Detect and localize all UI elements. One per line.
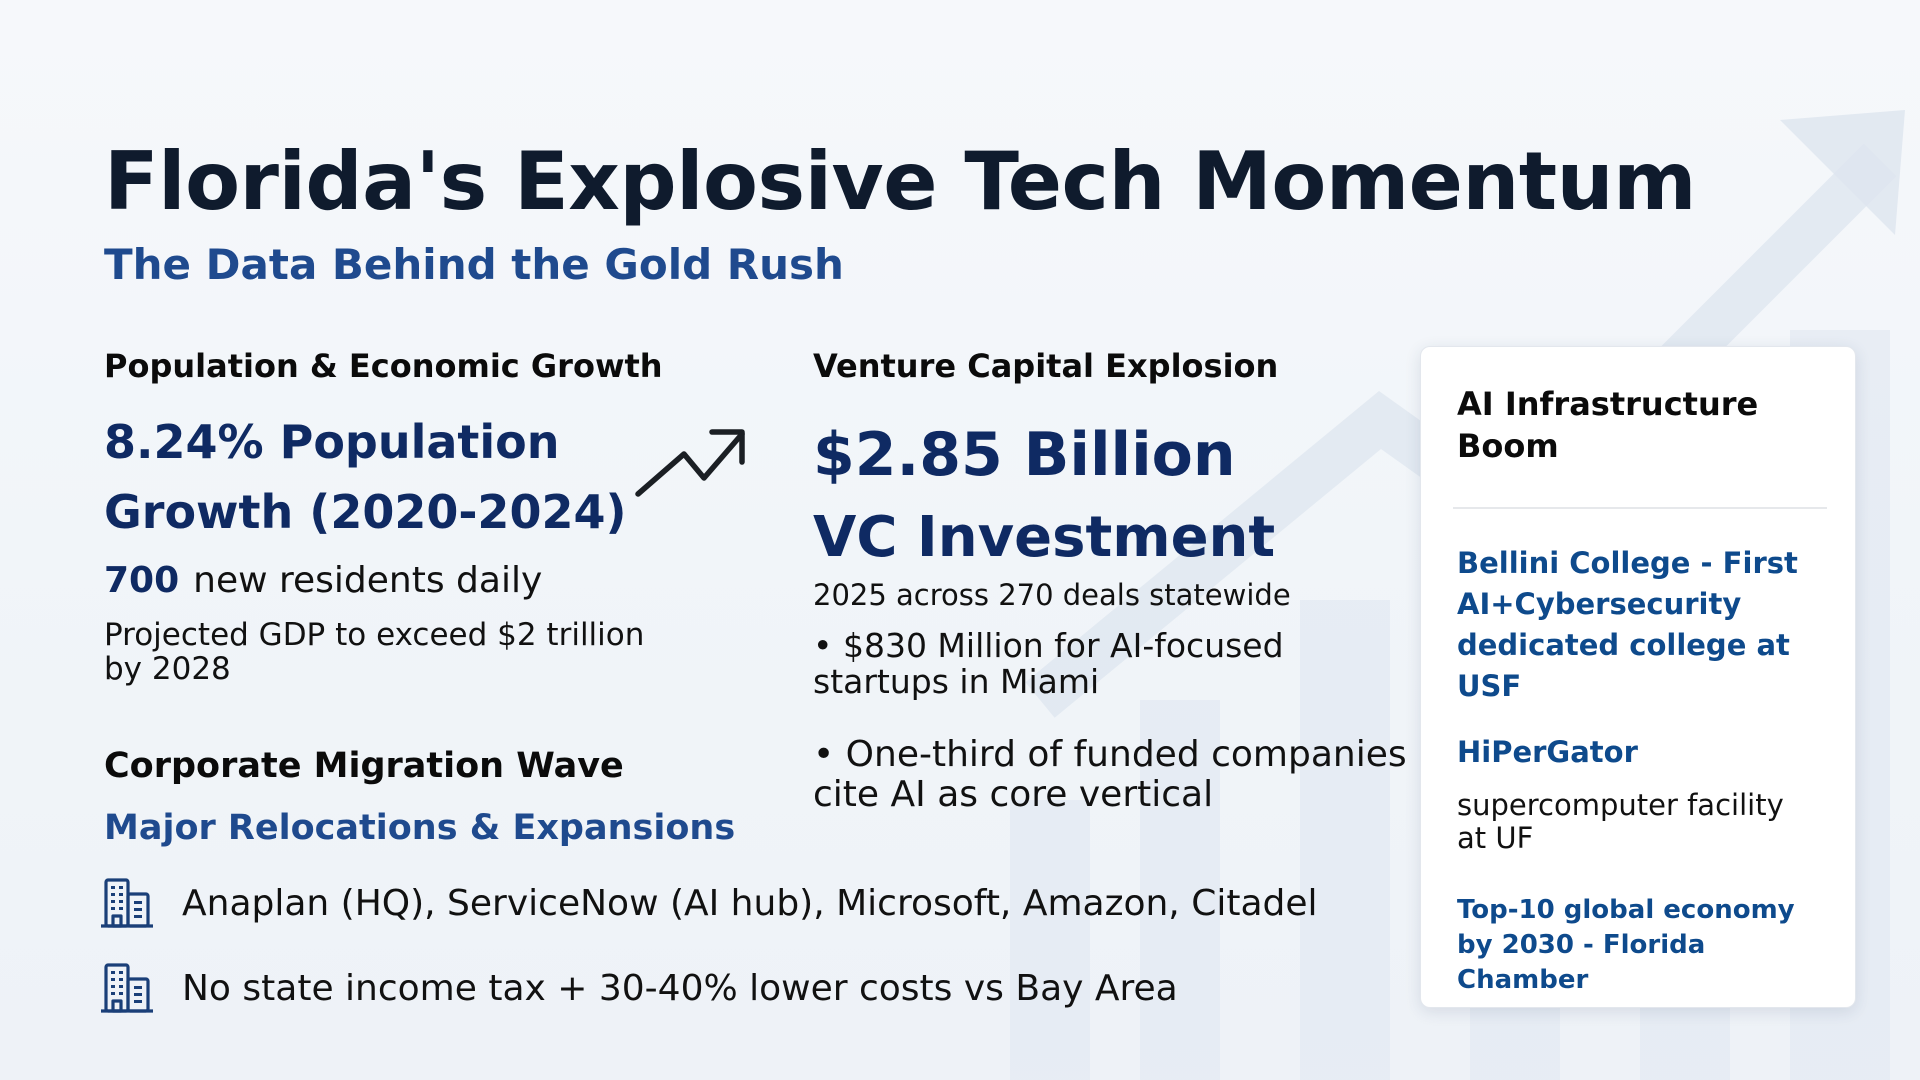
corporate-row: Anaplan (HQ), ServiceNow (AI hub), Micro… (98, 876, 1318, 930)
population-stat-line1: 8.24% Population (104, 415, 560, 469)
building-icon (101, 878, 153, 928)
building-icon (101, 963, 153, 1013)
vc-year-text: 2025 across 270 deals statewide (813, 578, 1291, 612)
population-heading: Population & Economic Growth (104, 347, 663, 385)
vc-bullet: • $830 Million for AI-focused startups i… (813, 626, 1284, 701)
corporate-row: No state income tax + 30-40% lower costs… (98, 961, 1178, 1015)
card-item-hipergator: HiPerGator (1457, 735, 1638, 769)
gdp-projection: Projected GDP to exceed $2 trillion by 2… (104, 617, 645, 687)
corporate-row-text: Anaplan (HQ), ServiceNow (AI hub), Micro… (182, 882, 1318, 924)
residents-stat: 700 new residents daily (104, 560, 542, 601)
residents-number: 700 (104, 560, 180, 601)
vc-bullet: • One-third of funded companies cite AI … (813, 735, 1433, 815)
corporate-row-text: No state income tax + 30-40% lower costs… (182, 967, 1178, 1009)
population-stat-line2: Growth (2020-2024) (104, 485, 627, 539)
vc-bullet-text: • One-third of funded companies cite AI … (813, 734, 1407, 815)
vc-stat-label: VC Investment (813, 505, 1276, 570)
ai-infrastructure-card: AI Infrastructure Boom Bellini College -… (1420, 346, 1856, 1008)
card-item-bellini: Bellini College - First AI+Cybersecurity… (1457, 546, 1798, 703)
vc-stat-amount: $2.85 Billion (813, 420, 1236, 490)
trending-up-icon (635, 429, 745, 497)
card-divider (1453, 507, 1827, 509)
corporate-subheading: Major Relocations & Expansions (104, 808, 736, 848)
slide-title: Florida's Explosive Tech Momentum (104, 135, 1696, 228)
residents-text: new residents daily (193, 560, 543, 601)
corporate-heading: Corporate Migration Wave (104, 746, 624, 786)
card-item-top10-economy: Top-10 global economy by 2030 - Florida … (1457, 895, 1795, 995)
card-item-supercomputer: supercomputer facility at UF (1457, 788, 1784, 855)
vc-heading: Venture Capital Explosion (813, 347, 1279, 385)
card-title: AI Infrastructure Boom (1457, 385, 1759, 465)
slide-subtitle: The Data Behind the Gold Rush (104, 240, 844, 289)
